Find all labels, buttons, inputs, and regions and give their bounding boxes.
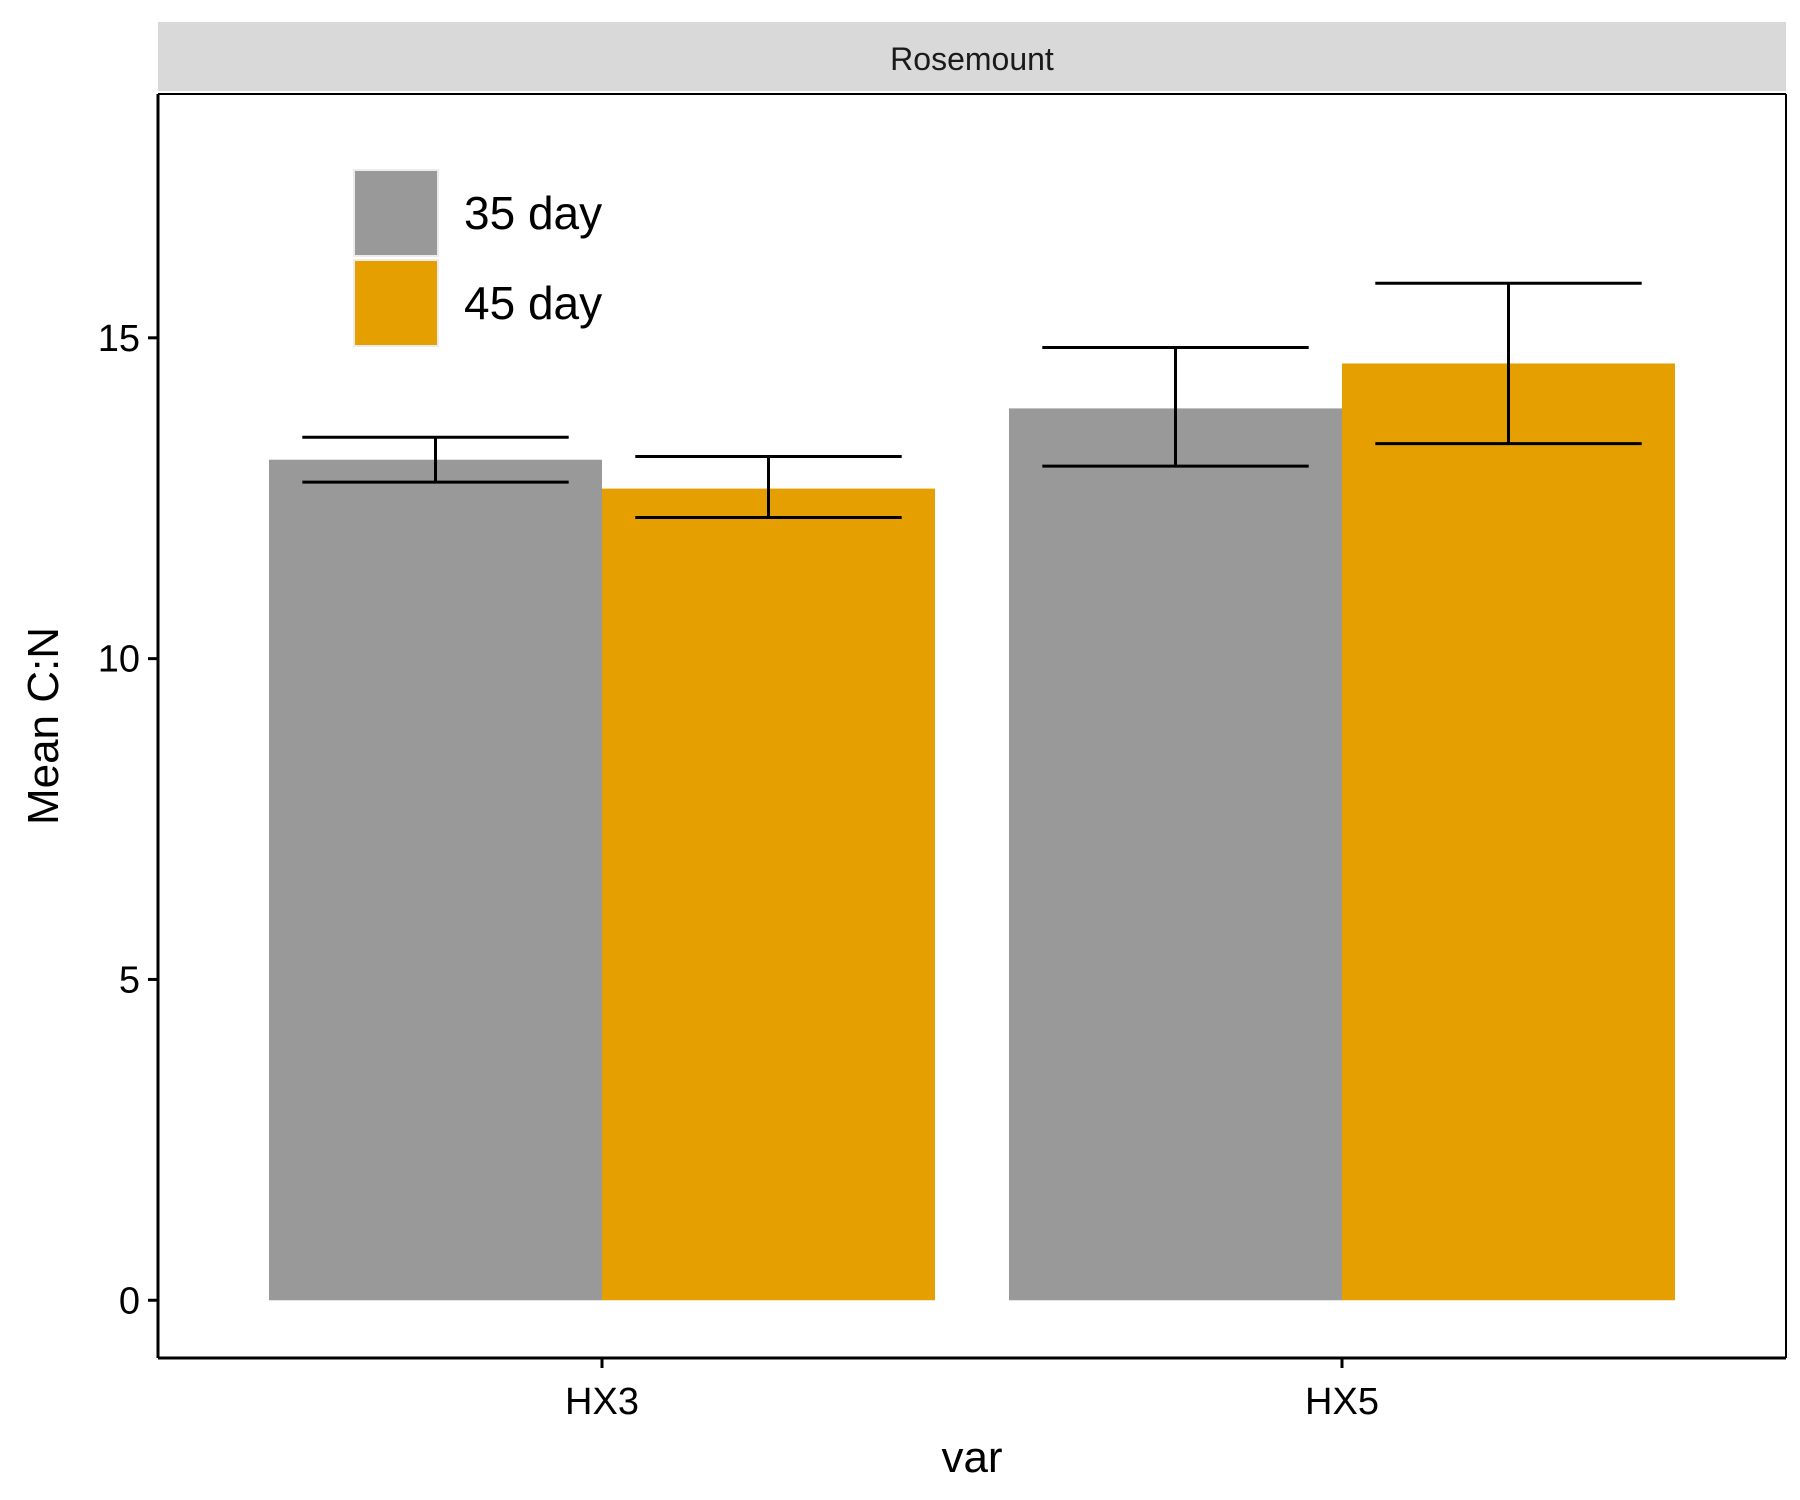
bar-hx5-45-day [1342,363,1675,1301]
bars-layer [269,363,1675,1301]
facet-strip [158,22,1786,91]
bar-hx3-45-day [602,488,935,1301]
y-tick-label: 10 [98,639,140,681]
y-tick-label: 5 [119,959,140,1001]
y-tick-label: 0 [119,1280,140,1322]
x-tick-label: HX3 [565,1381,639,1423]
legend-label-35-day: 35 day [464,187,602,239]
x-tick-label: HX5 [1305,1381,1379,1423]
bar-hx3-35-day [269,459,602,1301]
x-axis-title: var [941,1433,1002,1482]
errorbar-hx3-45-day [635,455,902,519]
errorbar-hx5-35-day [1042,345,1309,468]
y-axis-title: Mean C:N [19,627,68,825]
legend: 35 day 45 day [353,169,602,347]
legend-label-45-day: 45 day [464,277,602,329]
legend-key-45-day [353,259,439,347]
errorbar-hx3-35-day [302,435,569,484]
x-ticks: HX3 HX5 [565,1358,1379,1423]
y-ticks: 0 5 10 15 [98,318,158,1322]
errorbars-layer [302,281,1642,519]
legend-key-35-day [353,169,439,257]
errorbar-hx5-45-day [1375,281,1642,446]
y-tick-label: 15 [98,318,140,360]
facet-strip-label: Rosemount [890,41,1054,77]
bar-hx5-35-day [1009,408,1342,1301]
